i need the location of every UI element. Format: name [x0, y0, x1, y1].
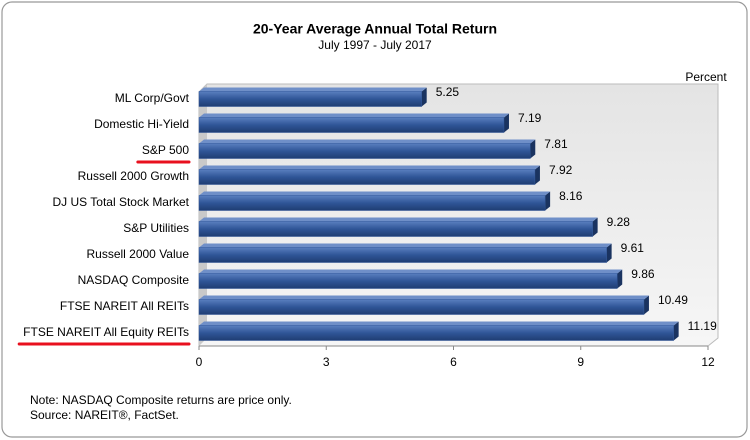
bar — [198, 247, 607, 263]
note: Source: NAREIT®, FactSet. — [30, 408, 179, 422]
chart-title: 20-Year Average Annual Total Return — [253, 21, 497, 37]
bar-side — [530, 139, 536, 159]
y-tick-label: S&P 500 — [142, 143, 189, 157]
bar-top — [199, 269, 623, 274]
y-tick-label: Domestic Hi-Yield — [94, 117, 189, 131]
y-tick-label: ML Corp/Govt — [115, 91, 190, 105]
y-tick-label: Russell 2000 Growth — [78, 169, 189, 183]
bar-side — [617, 269, 623, 289]
bar — [198, 273, 618, 289]
x-tick-label: 9 — [577, 355, 584, 369]
value-label: 9.61 — [621, 241, 645, 255]
x-tick-label: 6 — [450, 355, 457, 369]
bar-side — [606, 243, 612, 263]
bar — [198, 299, 645, 315]
bar-top — [199, 165, 540, 170]
bar-top — [199, 139, 536, 144]
y-tick-label: FTSE NAREIT All Equity REITs — [23, 325, 189, 339]
bar — [198, 325, 674, 341]
note: Note: NASDAQ Composite returns are price… — [30, 393, 292, 407]
value-label: 7.19 — [518, 111, 542, 125]
bar-top — [199, 191, 551, 196]
y-tick-label: Russell 2000 Value — [86, 247, 189, 261]
value-label: 8.16 — [559, 189, 583, 203]
x-tick-label: 3 — [323, 355, 330, 369]
bar — [198, 91, 422, 107]
unit-label: Percent — [685, 70, 727, 84]
x-tick-label: 12 — [701, 355, 715, 369]
bar-side — [421, 87, 427, 107]
y-tick-label: NASDAQ Composite — [78, 273, 190, 287]
bar-side — [534, 165, 540, 185]
bar-side — [545, 191, 551, 211]
bar-top — [199, 87, 427, 92]
value-label: 7.92 — [549, 163, 573, 177]
bar-top — [199, 217, 598, 222]
y-tick-label: DJ US Total Stock Market — [53, 195, 190, 209]
bar — [198, 195, 546, 211]
value-label: 10.49 — [658, 293, 688, 307]
value-label: 5.25 — [436, 85, 460, 99]
bar-top — [199, 321, 679, 326]
y-tick-label: S&P Utilities — [123, 221, 189, 235]
x-tick-label: 0 — [196, 355, 203, 369]
bar-side — [643, 295, 649, 315]
bar-top — [199, 243, 612, 248]
bar-top — [199, 295, 649, 300]
value-label: 9.86 — [631, 267, 655, 281]
y-tick-label: FTSE NAREIT All REITs — [60, 299, 189, 313]
bar — [198, 169, 536, 185]
value-label: 9.28 — [607, 215, 631, 229]
bar — [198, 221, 593, 237]
chart-subtitle: July 1997 - July 2017 — [318, 38, 432, 52]
bar-side — [503, 113, 509, 133]
bar — [198, 117, 505, 133]
value-label: 7.81 — [544, 137, 568, 151]
bar-side — [592, 217, 598, 237]
bar-top — [199, 113, 509, 118]
bar — [198, 143, 531, 159]
bar-side — [673, 321, 679, 341]
value-label: 11.19 — [688, 319, 717, 333]
